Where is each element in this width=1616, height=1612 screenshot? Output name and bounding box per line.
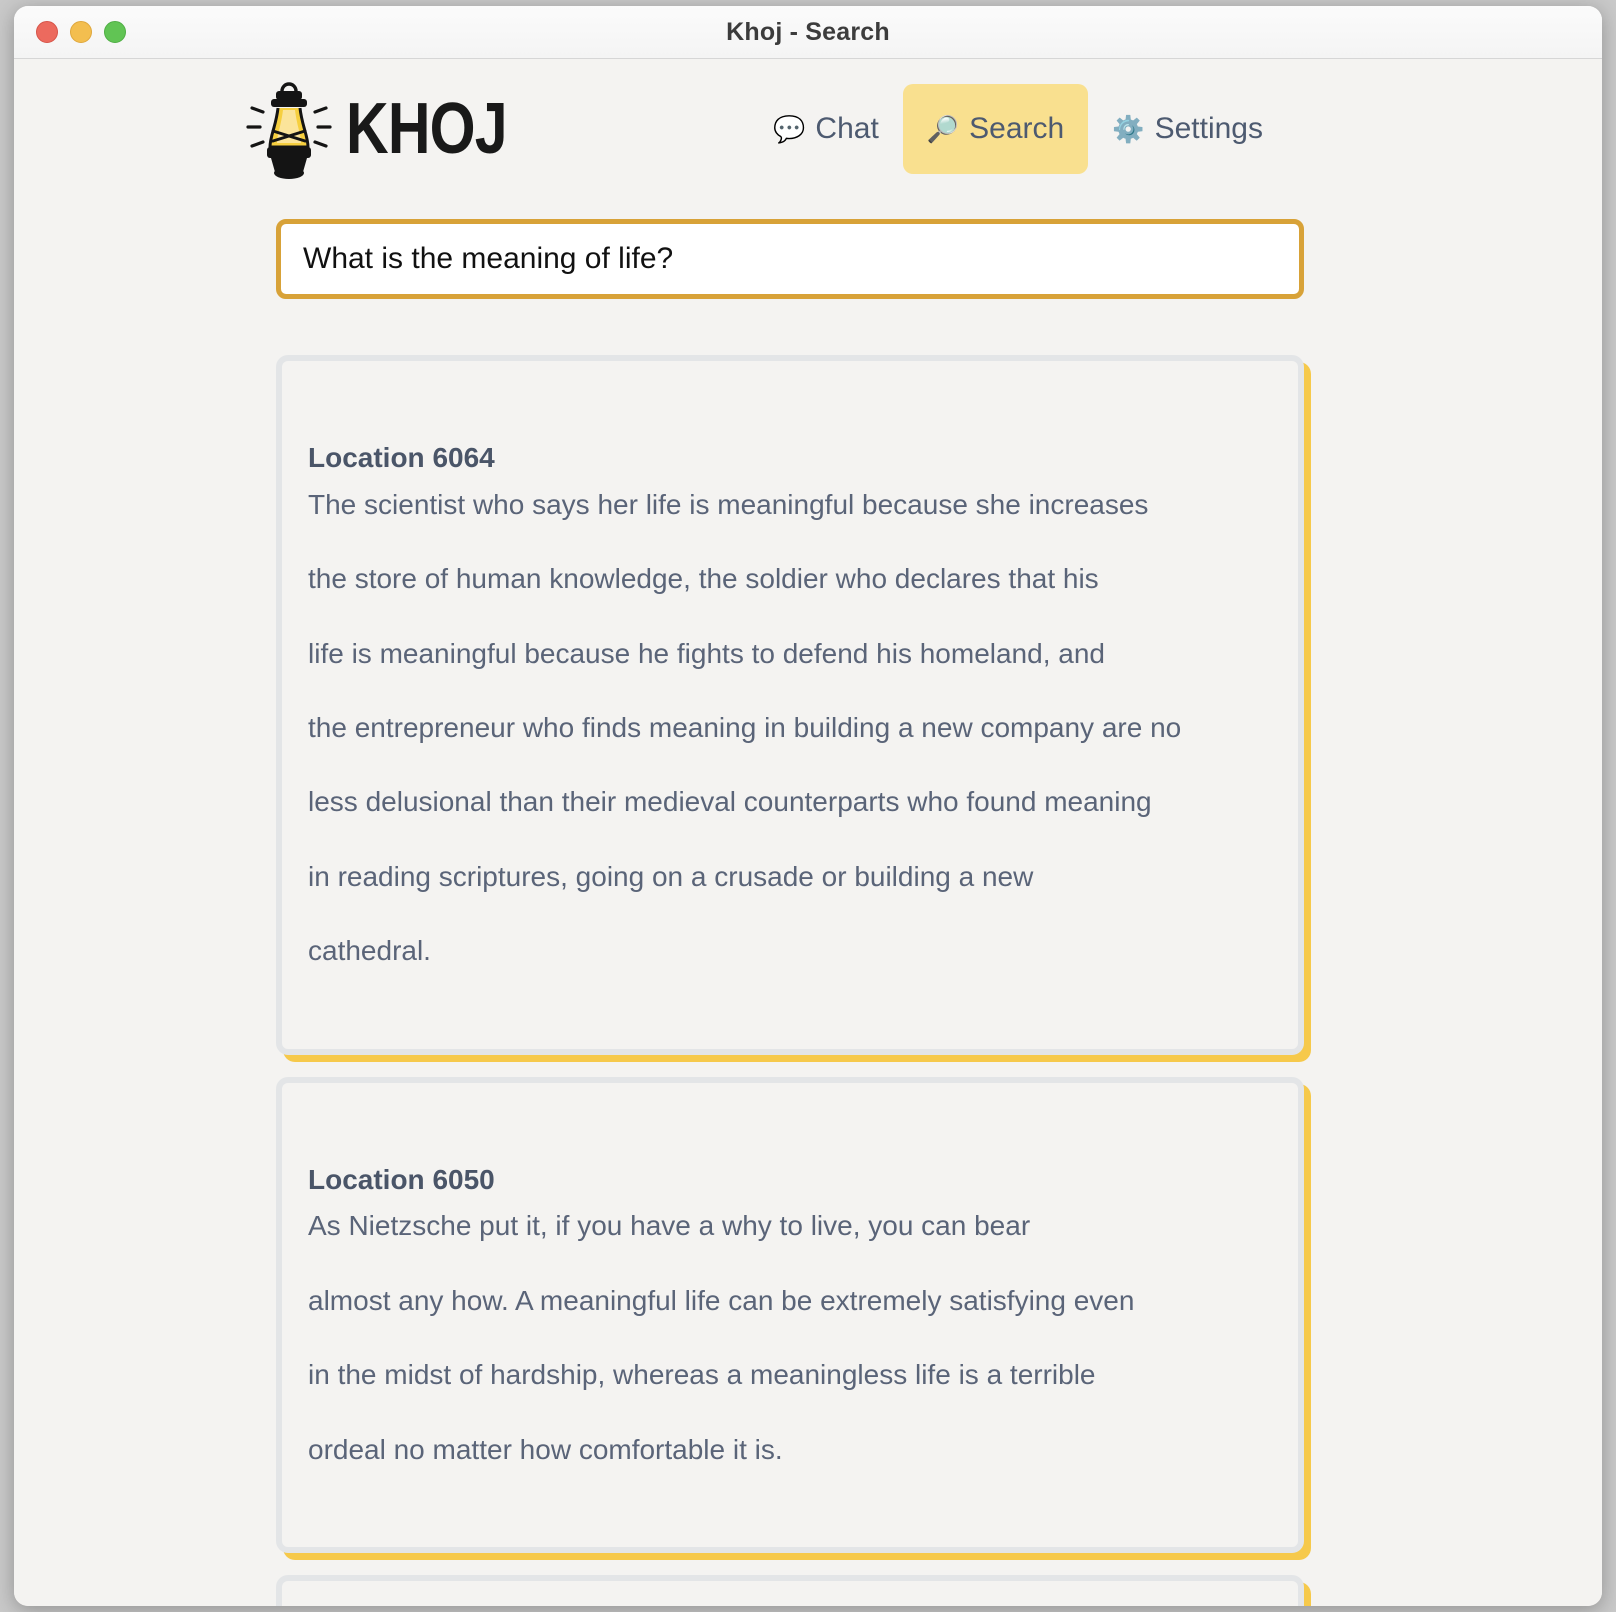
main-nav: 💬 Chat 🔎 Search ⚙️ Settings: [749, 84, 1542, 174]
gear-icon: ⚙️: [1112, 114, 1145, 144]
result-card[interactable]: Location 6050 As Nietzsche put it, if yo…: [276, 1076, 1304, 1553]
result-line: the store of human knowledge, the soldie…: [308, 563, 1099, 595]
window-titlebar: Khoj - Search: [14, 6, 1602, 59]
result-card[interactable]: Page 151 Location 2306-2308 The proper e…: [276, 1574, 1304, 1606]
nav-item-settings-label: Settings: [1154, 112, 1263, 145]
nav-item-settings[interactable]: ⚙️ Settings: [1088, 84, 1287, 174]
result-title: Location 6050: [308, 1163, 495, 1195]
result-line: cathedral.: [308, 935, 431, 967]
result-line: in the midst of hardship, whereas a mean…: [308, 1359, 1096, 1391]
result-line: less delusional than their medieval coun…: [308, 786, 1152, 818]
nav-item-chat[interactable]: 💬 Chat: [749, 84, 903, 174]
magnifying-glass-icon: 🔎: [926, 114, 960, 144]
brand-wordmark: KHOJ: [346, 89, 508, 169]
nav-item-search[interactable]: 🔎 Search: [902, 84, 1089, 174]
speech-balloon-icon: 💬: [773, 114, 806, 144]
result-line: life is meaningful because he fights to …: [308, 637, 1105, 669]
brand-logo[interactable]: KHOJ: [246, 78, 542, 180]
result-title: Location 6064: [308, 442, 495, 473]
page-content: KHOJ 💬 Chat 🔎 Search ⚙️ Settings: [14, 59, 1602, 1606]
window-title: Khoj - Search: [726, 17, 890, 46]
close-window-button[interactable]: [36, 21, 58, 43]
app-window: Khoj - Search: [14, 6, 1602, 1606]
app-header: KHOJ 💬 Chat 🔎 Search ⚙️ Settings: [14, 59, 1602, 179]
result-card[interactable]: Location 6064 The scientist who says her…: [276, 355, 1304, 1055]
search-input[interactable]: [276, 219, 1304, 299]
result-line: the entrepreneur who finds meaning in bu…: [308, 711, 1182, 743]
nav-item-chat-label: Chat: [815, 112, 879, 145]
result-line: As Nietzsche put it, if you have a why t…: [308, 1210, 1031, 1242]
result-line: almost any how. A meaningful life can be…: [308, 1284, 1135, 1316]
search-results-list: Location 6064 The scientist who says her…: [14, 299, 1602, 1606]
lantern-icon: [246, 82, 332, 179]
result-line: The scientist who says her life is meani…: [308, 488, 1149, 520]
minimize-window-button[interactable]: [70, 21, 92, 43]
result-line: in reading scriptures, going on a crusad…: [308, 860, 1034, 892]
search-bar-container: [14, 171, 1602, 299]
traffic-lights: [36, 21, 126, 43]
maximize-window-button[interactable]: [104, 21, 126, 43]
result-line: ordeal no matter how comfortable it is.: [308, 1433, 783, 1465]
nav-item-search-label: Search: [969, 112, 1065, 145]
